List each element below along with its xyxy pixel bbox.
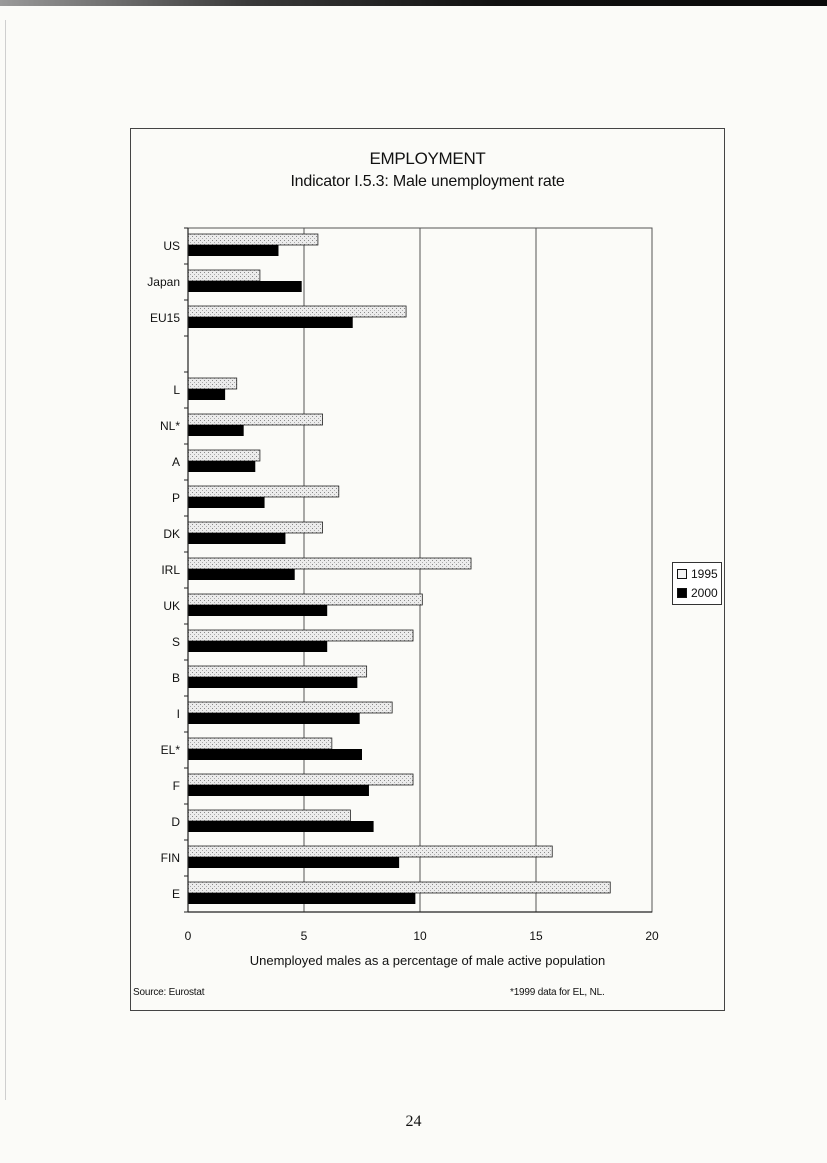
bar-2000 xyxy=(188,281,302,292)
category-label: F xyxy=(173,779,180,793)
x-axis-label: Unemployed males as a percentage of male… xyxy=(249,953,606,968)
category-label: I xyxy=(177,707,180,721)
legend-item-1995: 1995 xyxy=(677,566,718,582)
bar-1995 xyxy=(187,269,261,282)
legend-swatch-2000 xyxy=(677,587,687,598)
bar-2000 xyxy=(188,893,416,904)
bar-2000 xyxy=(188,317,353,328)
bar-2000 xyxy=(188,749,362,760)
page-top-rule xyxy=(0,0,827,6)
bar-1995 xyxy=(187,701,393,714)
bar-2000 xyxy=(188,677,358,688)
category-label: A xyxy=(172,455,180,469)
bar-1995 xyxy=(187,665,368,678)
category-label: L xyxy=(173,383,180,397)
category-label: IRL xyxy=(161,563,180,577)
bar-1995 xyxy=(187,845,553,858)
bar-2000 xyxy=(188,533,286,544)
bar-1995 xyxy=(187,629,414,642)
bar-2000 xyxy=(188,821,374,832)
bar-2000 xyxy=(188,425,244,436)
x-tick-label: 0 xyxy=(185,929,192,943)
category-label: US xyxy=(163,239,180,253)
bar-1995 xyxy=(187,593,423,606)
page-left-rule xyxy=(5,20,6,1100)
bar-1995 xyxy=(187,305,407,318)
category-label: FIN xyxy=(161,851,180,865)
bar-1995 xyxy=(187,413,323,426)
bar-1995 xyxy=(187,809,351,822)
bar-2000 xyxy=(188,389,226,400)
category-label: DK xyxy=(163,527,180,541)
chart-title: EMPLOYMENT xyxy=(369,149,486,168)
category-label: S xyxy=(172,635,180,649)
legend-item-2000: 2000 xyxy=(677,585,718,601)
bar-1995 xyxy=(187,485,340,498)
bar-1995 xyxy=(187,557,472,570)
category-label: Japan xyxy=(147,275,180,289)
footnote: *1999 data for EL, NL. xyxy=(510,987,605,998)
x-tick-label: 15 xyxy=(529,929,543,943)
category-label: EU15 xyxy=(150,311,180,325)
category-label: B xyxy=(172,671,180,685)
category-label: P xyxy=(172,491,180,505)
x-tick-label: 5 xyxy=(301,929,308,943)
bar-2000 xyxy=(188,569,295,580)
bar-2000 xyxy=(188,785,369,796)
bar-2000 xyxy=(188,245,279,256)
category-label: NL* xyxy=(160,419,180,433)
source-note: Source: Eurostat xyxy=(133,987,205,998)
bar-1995 xyxy=(187,773,414,786)
bar-1995 xyxy=(187,737,333,750)
category-label: E xyxy=(172,887,180,901)
category-label: D xyxy=(171,815,180,829)
bar-2000 xyxy=(188,497,265,508)
legend-swatch-1995 xyxy=(677,568,687,579)
bar-1995 xyxy=(187,521,323,534)
bar-1995 xyxy=(187,449,261,462)
chart-frame xyxy=(130,128,725,1011)
bar-2000 xyxy=(188,605,328,616)
bar-1995 xyxy=(187,233,319,246)
x-tick-label: 10 xyxy=(413,929,427,943)
legend-label-1995: 1995 xyxy=(691,567,718,581)
legend-label-2000: 2000 xyxy=(691,586,718,600)
bar-1995 xyxy=(187,377,238,390)
bar-2000 xyxy=(188,713,360,724)
category-label: UK xyxy=(163,599,180,613)
chart-subtitle: Indicator I.5.3: Male unemployment rate xyxy=(290,173,565,190)
bar-2000 xyxy=(188,641,328,652)
chart-legend: 1995 2000 xyxy=(672,562,722,605)
category-label: EL* xyxy=(161,743,181,757)
bar-1995 xyxy=(187,881,611,894)
page-number: 24 xyxy=(405,1113,422,1130)
bar-2000 xyxy=(188,461,256,472)
bar-2000 xyxy=(188,857,400,868)
x-tick-label: 20 xyxy=(645,929,659,943)
